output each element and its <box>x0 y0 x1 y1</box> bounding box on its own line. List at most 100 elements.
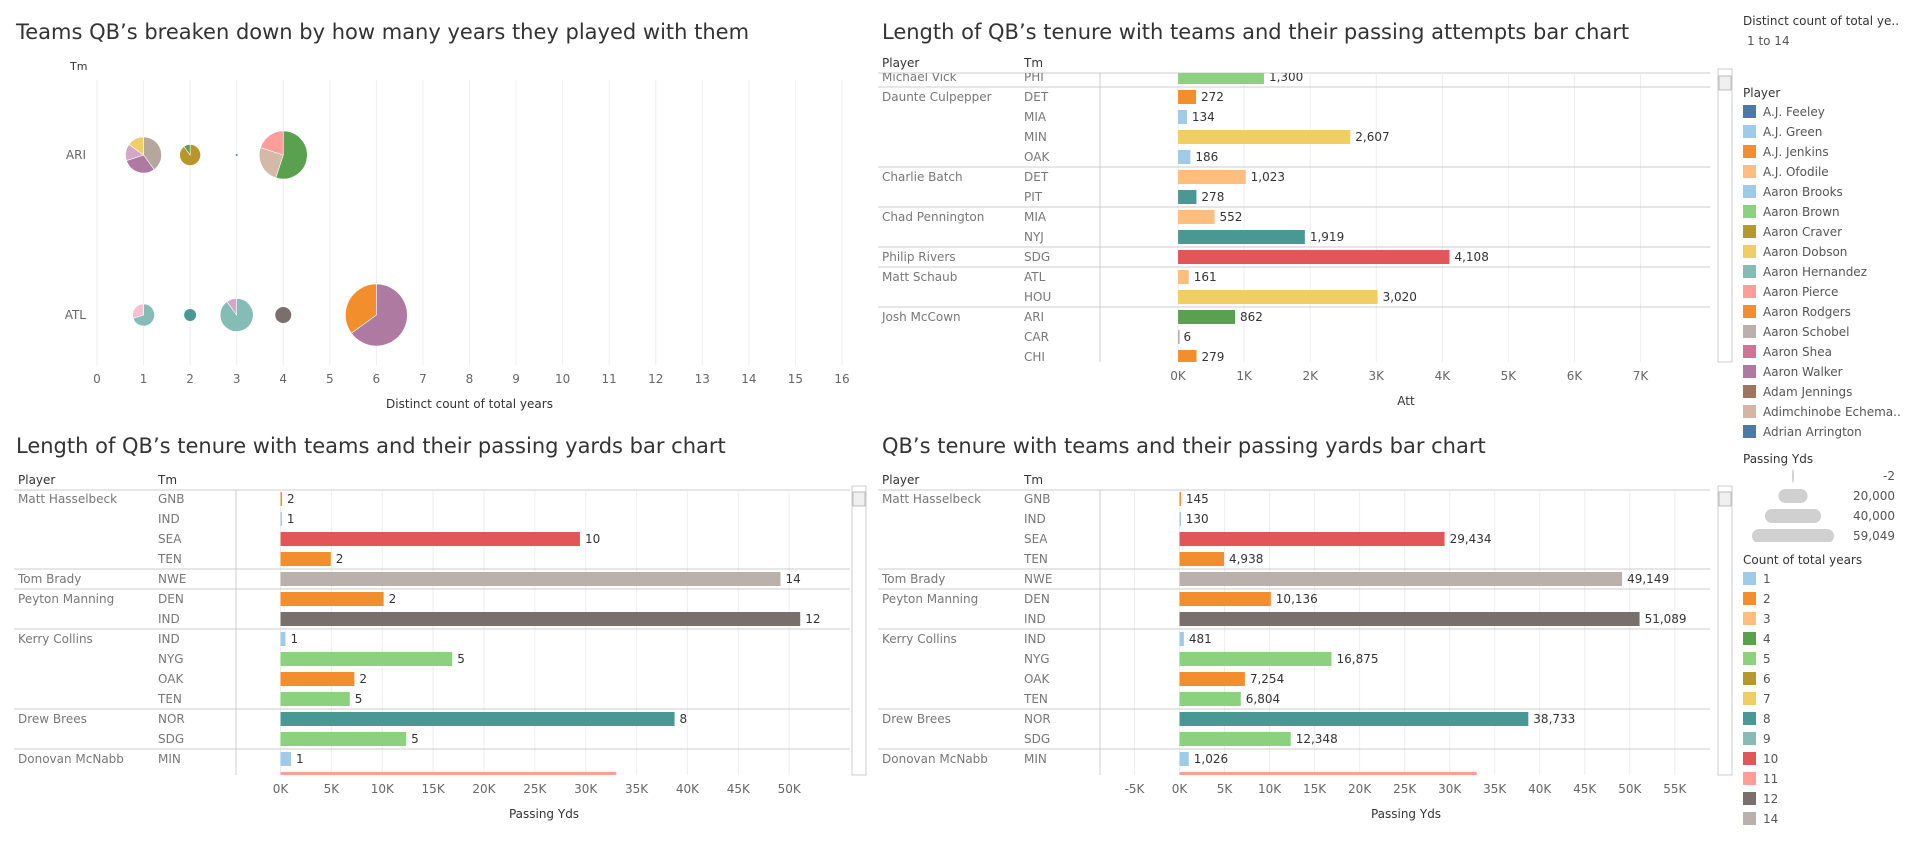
bar-value-label: 1,023 <box>1251 170 1285 184</box>
scrollbar-thumb[interactable] <box>852 491 866 507</box>
player-legend-item[interactable]: Aaron Brooks <box>1743 182 1903 202</box>
bar-value-label: 3,020 <box>1383 290 1417 304</box>
bar <box>1178 310 1236 324</box>
x-tick-label: 11 <box>602 372 617 386</box>
row-player-label: Peyton Manning <box>882 592 978 606</box>
legend-label: 4 <box>1763 632 1771 646</box>
x-tick-label: 2K <box>1302 369 1319 383</box>
player-legend-item[interactable]: A.J. Ofodile <box>1743 162 1903 182</box>
player-legend-item[interactable]: Adrian Arrington <box>1743 422 1903 442</box>
x-tick-label: 30K <box>574 782 598 796</box>
legend-label: 14 <box>1763 812 1779 826</box>
x-tick-label: 35K <box>1483 782 1507 796</box>
column-header-team: Tm <box>1023 56 1043 70</box>
count-legend-item[interactable]: 12 <box>1743 789 1903 809</box>
column-header-team: Tm <box>1023 473 1043 487</box>
legend-swatch <box>1743 165 1756 178</box>
legend-label: Aaron Brooks <box>1763 185 1843 199</box>
row-label: ATL <box>65 308 87 322</box>
player-legend-item[interactable]: Adimchinobe Echema.. <box>1743 402 1903 422</box>
legend-label: Aaron Rodgers <box>1763 305 1851 319</box>
count-legend-item[interactable]: 8 <box>1743 709 1903 729</box>
legend-swatch <box>1743 125 1756 138</box>
bar <box>1178 73 1264 84</box>
player-legend-item[interactable]: Aaron Walker <box>1743 362 1903 382</box>
bar-value-label: 134 <box>1192 110 1215 124</box>
count-legend-item[interactable]: 5 <box>1743 649 1903 669</box>
size-legend-mark <box>1792 469 1794 483</box>
legend-swatch <box>1743 185 1756 198</box>
player-legend-item[interactable]: Aaron Craver <box>1743 222 1903 242</box>
row-team-label: TEN <box>1023 692 1048 706</box>
bar-value-label: 49,149 <box>1627 572 1669 586</box>
count-legend-item[interactable]: 14 <box>1743 809 1903 829</box>
bar <box>280 772 617 775</box>
row-team-label: OAK <box>1024 672 1050 686</box>
pie-slice <box>184 309 197 321</box>
scrollbar-thumb[interactable] <box>1718 491 1732 507</box>
scrollbar-thumb[interactable] <box>1718 75 1732 91</box>
player-legend-item[interactable]: Aaron Shea <box>1743 342 1903 362</box>
count-legend-item[interactable]: 6 <box>1743 669 1903 689</box>
player-legend-item[interactable]: Aaron Pierce <box>1743 282 1903 302</box>
bar <box>1179 512 1182 526</box>
player-legend-item[interactable]: A.J. Feeley <box>1743 102 1903 122</box>
x-tick-label: 40K <box>676 782 700 796</box>
size-legend-label: 40,000 <box>1853 509 1895 523</box>
player-legend-item[interactable]: A.J. Green <box>1743 122 1903 142</box>
count-legend-item[interactable]: 3 <box>1743 609 1903 629</box>
player-legend-item[interactable]: Aaron Dobson <box>1743 242 1903 262</box>
pie-slice <box>235 154 238 156</box>
count-legend-item[interactable]: 11 <box>1743 769 1903 789</box>
player-legend-item[interactable]: Aaron Rodgers <box>1743 302 1903 322</box>
count-legend-item[interactable]: 4 <box>1743 629 1903 649</box>
x-tick-label: 45K <box>1573 782 1597 796</box>
count-legend-item[interactable]: 10 <box>1743 749 1903 769</box>
size-legend-title: Passing Yds <box>1743 452 1814 466</box>
player-legend-item[interactable]: A.J. Jenkins <box>1743 142 1903 162</box>
bar <box>1179 672 1245 686</box>
bar-value-label: 130 <box>1186 512 1209 526</box>
count-legend-item[interactable]: 9 <box>1743 729 1903 749</box>
legend-label: Aaron Hernandez <box>1763 265 1867 279</box>
row-player-label: Kerry Collins <box>882 632 957 646</box>
x-tick-label: 9 <box>512 372 520 386</box>
legend-label: 3 <box>1763 612 1771 626</box>
player-legend-item[interactable]: Aaron Brown <box>1743 202 1903 222</box>
player-legend-item[interactable]: Aaron Hernandez <box>1743 262 1903 282</box>
legend-label: Adimchinobe Echema.. <box>1763 405 1901 419</box>
row-team-label: IND <box>1024 512 1046 526</box>
scrollbar-track[interactable] <box>1717 68 1733 363</box>
filter-value[interactable]: 1 to 14 <box>1747 34 1790 48</box>
legend-label: 12 <box>1763 792 1779 806</box>
x-tick-label: -5K <box>1125 782 1146 796</box>
player-legend: A.J. Feeley A.J. Green A.J. Jenkins A.J. Of… <box>1743 102 1903 442</box>
row-team-label: TEN <box>1023 552 1048 566</box>
bar <box>280 732 407 746</box>
x-tick-label: 15K <box>1303 782 1327 796</box>
count-legend-item[interactable]: 1 <box>1743 569 1903 589</box>
row-player-label: Matt Hasselbeck <box>882 492 981 506</box>
pie-slice <box>345 283 377 334</box>
count-legend-item[interactable]: 2 <box>1743 589 1903 609</box>
x-axis-title: Att <box>1397 394 1415 408</box>
row-team-label: NWE <box>1024 572 1052 586</box>
legend-swatch <box>1743 345 1756 358</box>
scrollbar-track[interactable] <box>1717 485 1733 776</box>
scrollbar-track[interactable] <box>851 485 867 776</box>
legend-swatch <box>1743 752 1756 765</box>
x-tick-label: 8 <box>466 372 474 386</box>
x-tick-label: 50K <box>778 782 802 796</box>
size-legend-label: 20,000 <box>1853 489 1895 503</box>
count-legend-item[interactable]: 7 <box>1743 689 1903 709</box>
legend-label: 1 <box>1763 572 1771 586</box>
bar-value-label: 8 <box>680 712 688 726</box>
legend-swatch <box>1743 105 1756 118</box>
player-legend-item[interactable]: Adam Jennings <box>1743 382 1903 402</box>
player-legend-item[interactable]: Aaron Schobel <box>1743 322 1903 342</box>
bar <box>280 652 453 666</box>
legend-label: 10 <box>1763 752 1779 766</box>
pie-slice <box>132 303 144 319</box>
legend-swatch <box>1743 612 1756 625</box>
pie-mark <box>179 144 201 166</box>
